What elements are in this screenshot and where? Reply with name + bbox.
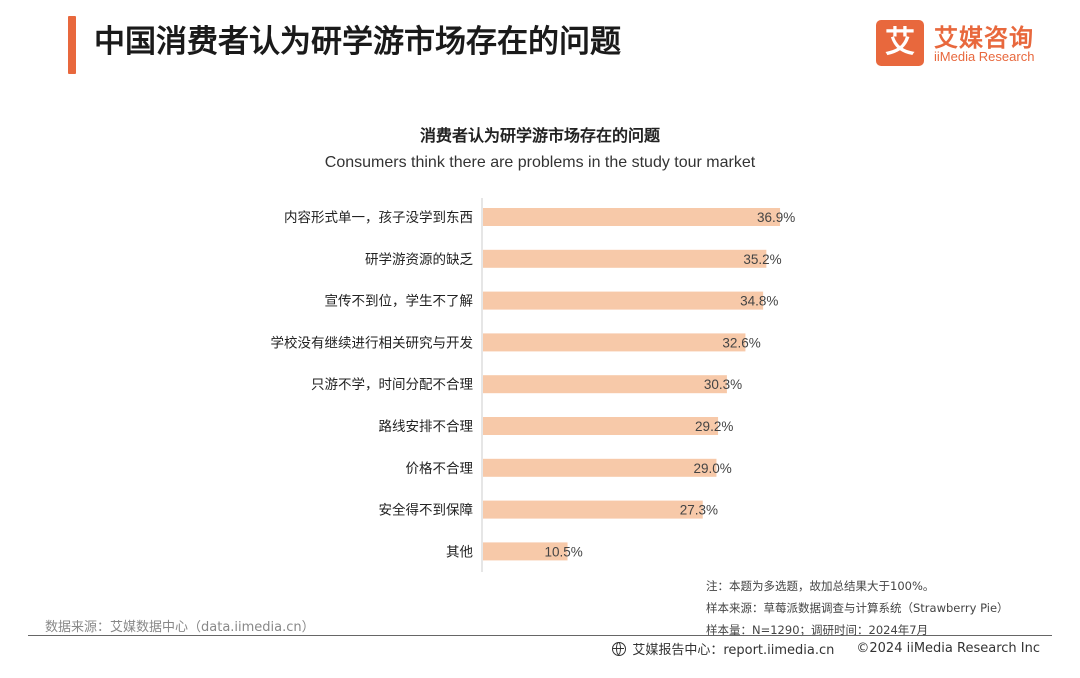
category-label: 路线安排不合理 <box>379 419 474 435</box>
logo-text-cn: 艾媒咨询 <box>934 24 1034 52</box>
category-label: 内容形式单一，孩子没学到东西 <box>284 209 473 226</box>
note-sample-size: 样本量：N=1290；调研时间：2024年7月 <box>706 623 929 637</box>
bar <box>483 417 719 435</box>
category-label: 只游不学，时间分配不合理 <box>311 377 473 393</box>
brand-logo: 艾 艾媒咨询 iiMedia Research <box>876 18 1051 72</box>
bar <box>483 208 781 226</box>
copyright: ©2024 iiMedia Research Inc <box>856 641 1040 656</box>
value-label: 36.9% <box>757 210 795 225</box>
report-center-link[interactable]: 艾媒报告中心：report.iimedia.cn <box>632 643 835 658</box>
value-label: 32.6% <box>722 335 760 350</box>
chart-title: 消费者认为研学游市场存在的问题 <box>419 126 660 145</box>
bar <box>483 375 727 394</box>
data-source: 数据来源：艾媒数据中心（data.iimedia.cn） <box>45 620 315 635</box>
category-label: 价格不合理 <box>406 461 474 477</box>
category-label: 其他 <box>446 544 473 560</box>
category-label: 研学游资源的缺乏 <box>365 252 473 268</box>
value-label: 35.2% <box>743 252 781 267</box>
title-accent-bar <box>68 16 76 74</box>
bar <box>483 542 568 561</box>
bar <box>483 458 717 477</box>
logo-text-en: iiMedia Research <box>934 49 1035 64</box>
category-label: 宣传不到位，学生不了解 <box>325 294 474 310</box>
value-label: 29.0% <box>693 461 731 476</box>
globe-icon <box>612 641 627 656</box>
footer: 艾媒报告中心：report.iimedia.cn ©2024 iiMedia R… <box>612 639 1040 658</box>
logo-mark-icon: 艾 <box>876 20 924 66</box>
value-label: 30.3% <box>704 377 742 392</box>
bar <box>483 291 764 310</box>
value-label: 27.3% <box>680 503 718 518</box>
value-label: 34.8% <box>740 294 778 309</box>
page-title: 中国消费者认为研学游市场存在的问题 <box>94 24 621 60</box>
chart-subtitle: Consumers think there are problems in th… <box>324 154 756 171</box>
value-label: 29.2% <box>695 419 733 434</box>
category-label: 学校没有继续进行相关研究与开发 <box>271 334 474 351</box>
value-label: 10.5% <box>545 544 583 559</box>
note-sample-source: 样本来源：草莓派数据调查与计算系统（Strawberry Pie） <box>706 601 1009 615</box>
bar <box>483 249 767 268</box>
bar <box>483 333 746 352</box>
footer-divider <box>28 635 1052 636</box>
category-label: 安全得不到保障 <box>379 502 474 519</box>
note-multiselect: 注：本题为多选题，故加总结果大于100%。 <box>706 579 935 593</box>
bar <box>483 500 703 519</box>
chart-notes: 注：本题为多选题，故加总结果大于100%。 样本来源：草莓派数据调查与计算系统（… <box>706 575 1009 641</box>
